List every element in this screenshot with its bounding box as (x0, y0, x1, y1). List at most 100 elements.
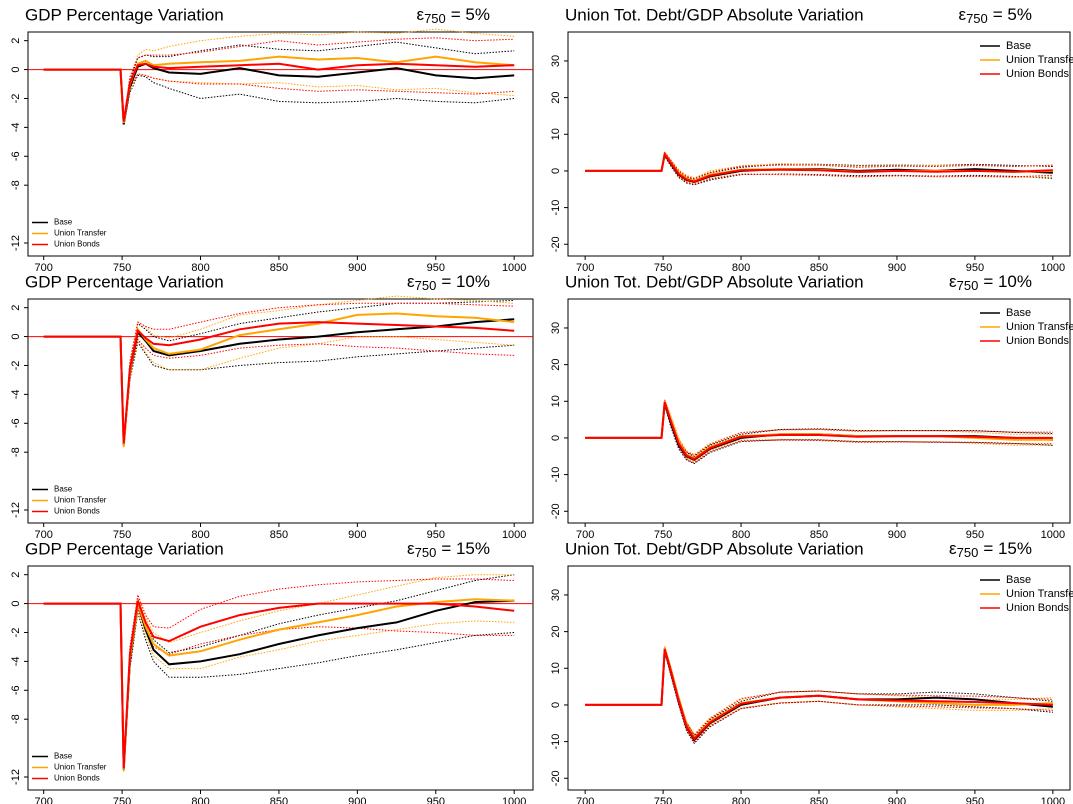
plot-frame (27, 298, 534, 524)
series-line (43, 312, 515, 447)
x-tick-label: 950 (966, 796, 984, 804)
series-line (585, 151, 1053, 183)
legend-label: Union Transfer (54, 496, 107, 505)
band-line (585, 150, 1053, 179)
legend-label: Union Bonds (54, 240, 100, 249)
series-line (43, 599, 515, 770)
x-tick-label: 1000 (502, 796, 526, 804)
x-tick-label: 800 (732, 529, 750, 541)
band-line (585, 150, 1053, 180)
y-tick-label: -6 (10, 418, 22, 428)
x-tick-label: 950 (427, 796, 445, 804)
y-tick-label: 30 (550, 322, 562, 334)
chart-title: GDP Percentage Variation (25, 5, 224, 24)
legend-label: Base (1006, 574, 1031, 586)
annotation-symbol: ε (407, 539, 415, 558)
band-line (43, 603, 515, 770)
y-tick-label: -10 (550, 200, 562, 216)
y-tick-label: 0 (550, 702, 562, 708)
x-tick-label: 850 (810, 529, 828, 541)
x-tick-label: 700 (35, 262, 53, 274)
y-tick-label: 20 (550, 91, 562, 103)
x-tick-label: 700 (35, 796, 53, 804)
band-line (43, 41, 515, 125)
legend-label: Base (54, 218, 73, 227)
y-tick-label: -4 (10, 656, 22, 666)
y-tick-label: 2 (10, 572, 22, 578)
annotation-symbol: ε (949, 539, 957, 558)
x-tick-label: 800 (732, 796, 750, 804)
x-tick-label: 950 (427, 529, 445, 541)
band-line (43, 69, 515, 122)
y-tick-label: 0 (550, 435, 562, 441)
x-tick-label: 850 (810, 262, 828, 274)
x-tick-label: 1000 (1041, 796, 1065, 804)
band-line (43, 302, 515, 443)
y-tick-label: -12 (10, 235, 22, 251)
series-line (43, 598, 515, 770)
legend-label: Union Bonds (54, 774, 100, 783)
series-line (43, 600, 515, 769)
chart-title: Union Tot. Debt/GDP Absolute Variation (565, 5, 864, 24)
series-line (585, 648, 1053, 741)
legend-label: Base (54, 752, 73, 761)
legend-label: Union Transfer (54, 229, 107, 238)
chart-title: GDP Percentage Variation (25, 539, 224, 558)
annotation-text: = 5% (993, 5, 1032, 24)
x-tick-label: 900 (348, 529, 366, 541)
y-tick-label: 2 (10, 305, 22, 311)
band-line (585, 647, 1053, 737)
x-tick-label: 750 (654, 529, 672, 541)
plot-frame (567, 565, 1071, 791)
x-tick-label: 700 (576, 529, 594, 541)
y-tick-label: -10 (550, 467, 562, 483)
plot-frame (567, 31, 1071, 257)
legend-label: Base (1006, 307, 1031, 319)
x-tick-label: 900 (888, 262, 906, 274)
x-tick-label: 1000 (502, 529, 526, 541)
y-tick-label: -20 (550, 770, 562, 786)
band-line (585, 403, 1053, 464)
annotation-subscript: 750 (424, 11, 446, 26)
x-tick-label: 850 (270, 262, 288, 274)
legend-label: Union Transfer (1006, 321, 1073, 333)
annotation-symbol: ε (407, 272, 415, 291)
band-line (43, 69, 515, 124)
annotation-text: = 10% (441, 272, 490, 291)
plot-frame (27, 31, 534, 257)
annotation-subscript: 750 (957, 545, 979, 560)
legend-label: Union Bonds (1006, 335, 1069, 347)
y-tick-label: 0 (10, 601, 22, 607)
y-tick-label: 10 (550, 662, 562, 674)
legend-label: Union Transfer (54, 763, 107, 772)
band-line (43, 336, 515, 447)
x-tick-label: 850 (810, 796, 828, 804)
legend-label: Union Transfer (1006, 54, 1073, 66)
legend-label: Base (54, 485, 73, 494)
x-tick-label: 900 (348, 796, 366, 804)
legend-label: Union Bonds (54, 507, 100, 516)
band-line (585, 646, 1053, 736)
y-tick-label: 0 (10, 334, 22, 340)
y-tick-label: -2 (10, 628, 22, 638)
y-tick-label: -2 (10, 94, 22, 104)
y-tick-label: -4 (10, 122, 22, 132)
y-tick-label: -8 (10, 447, 22, 457)
annotation-subscript: 750 (415, 278, 437, 293)
x-tick-label: 800 (191, 529, 209, 541)
annotation-subscript: 750 (966, 11, 988, 26)
y-tick-label: -12 (10, 502, 22, 518)
x-tick-label: 750 (654, 262, 672, 274)
y-tick-label: 2 (10, 38, 22, 44)
annotation-text: = 15% (983, 539, 1032, 558)
y-tick-label: 30 (550, 589, 562, 601)
y-tick-label: -20 (550, 503, 562, 519)
y-tick-label: 30 (550, 55, 562, 67)
series-line (43, 321, 515, 444)
y-tick-label: -12 (10, 769, 22, 785)
x-tick-label: 700 (576, 262, 594, 274)
band-line (43, 336, 515, 446)
legend-label: Union Bonds (1006, 602, 1069, 614)
y-tick-label: -8 (10, 714, 22, 724)
